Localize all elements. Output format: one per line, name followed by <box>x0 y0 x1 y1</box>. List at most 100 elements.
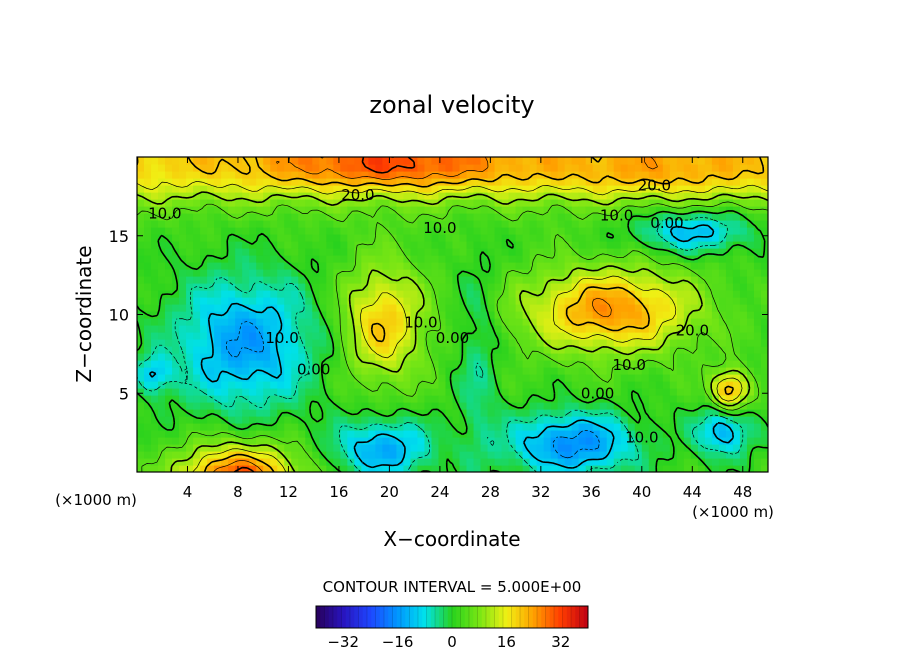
field-cell <box>613 395 622 403</box>
field-cell <box>298 346 306 354</box>
field-cell <box>438 430 447 438</box>
field-cell <box>452 199 461 207</box>
field-cell <box>396 451 405 459</box>
field-cell <box>298 157 306 165</box>
field-cell <box>200 409 208 417</box>
field-cell <box>403 255 412 263</box>
field-cell <box>746 255 755 263</box>
field-cell <box>620 451 629 459</box>
field-cell <box>648 185 657 193</box>
field-cell <box>655 318 664 326</box>
field-cell <box>606 171 615 179</box>
field-cell <box>592 276 601 284</box>
field-cell <box>312 367 320 375</box>
field-cell <box>620 157 629 165</box>
field-cell <box>340 164 348 172</box>
colorbar-swatch <box>333 606 338 628</box>
field-cell <box>557 171 566 179</box>
field-cell <box>620 213 629 221</box>
field-cell <box>599 269 608 277</box>
field-cell <box>333 255 341 263</box>
field-cell <box>431 416 440 424</box>
field-cell <box>193 353 201 361</box>
field-cell <box>592 360 601 368</box>
field-cell <box>683 423 692 431</box>
field-cell <box>417 437 426 445</box>
field-cell <box>459 220 468 228</box>
field-cell <box>172 353 180 361</box>
field-cell <box>571 416 580 424</box>
field-cell <box>354 451 362 459</box>
field-cell <box>277 423 285 431</box>
field-cell <box>305 241 313 249</box>
field-cell <box>578 241 587 249</box>
field-cell <box>165 164 173 172</box>
field-cell <box>326 346 334 354</box>
field-cell <box>515 178 524 186</box>
field-cell <box>466 402 475 410</box>
field-cell <box>144 430 152 438</box>
field-cell <box>200 227 208 235</box>
field-cell <box>648 437 657 445</box>
field-cell <box>627 227 636 235</box>
field-cell <box>263 402 271 410</box>
colorbar-swatch <box>575 606 580 628</box>
field-cell <box>543 241 552 249</box>
field-cell <box>207 227 215 235</box>
field-cell <box>172 241 180 249</box>
field-cell <box>424 367 433 375</box>
field-cell <box>704 381 713 389</box>
field-cell <box>452 262 461 270</box>
field-cell <box>578 451 587 459</box>
field-cell <box>151 248 159 256</box>
field-cell <box>151 213 159 221</box>
field-cell <box>382 269 390 277</box>
field-cell <box>193 213 201 221</box>
x-tick-label: 36 <box>582 483 601 501</box>
field-cell <box>228 339 236 347</box>
field-cell <box>494 304 503 312</box>
field-cell <box>480 255 489 263</box>
field-cell <box>417 318 426 326</box>
field-cell <box>564 332 573 340</box>
field-cell <box>396 318 405 326</box>
field-cell <box>536 276 545 284</box>
field-cell <box>613 311 622 319</box>
field-cell <box>228 451 236 459</box>
field-cell <box>473 220 482 228</box>
field-cell <box>529 430 538 438</box>
field-cell <box>200 171 208 179</box>
colorbar-swatch <box>379 606 385 628</box>
field-cell <box>627 409 636 417</box>
field-cell <box>662 388 671 396</box>
field-cell <box>557 353 566 361</box>
field-cell <box>452 360 461 368</box>
field-cell <box>200 283 208 291</box>
field-cell <box>249 325 257 333</box>
field-cell <box>403 220 412 228</box>
field-cell <box>151 346 159 354</box>
field-cell <box>151 255 159 263</box>
field-cell <box>634 444 643 452</box>
colorbar-swatch <box>401 606 406 628</box>
field-cell <box>711 353 720 361</box>
field-cell <box>697 465 706 472</box>
field-cell <box>340 241 348 249</box>
field-cell <box>522 332 531 340</box>
field-cell <box>256 360 264 368</box>
field-cell <box>613 164 622 172</box>
field-cell <box>662 381 671 389</box>
field-cell <box>382 409 390 417</box>
field-cell <box>557 311 566 319</box>
field-cell <box>718 297 727 305</box>
field-cell <box>606 339 615 347</box>
field-cell <box>690 395 699 403</box>
field-cell <box>298 339 306 347</box>
field-cell <box>676 227 685 235</box>
field-cell <box>165 353 173 361</box>
field-cell <box>627 318 636 326</box>
field-cell <box>515 458 524 466</box>
field-cell <box>235 178 243 186</box>
field-cell <box>550 339 559 347</box>
field-cell <box>592 227 601 235</box>
